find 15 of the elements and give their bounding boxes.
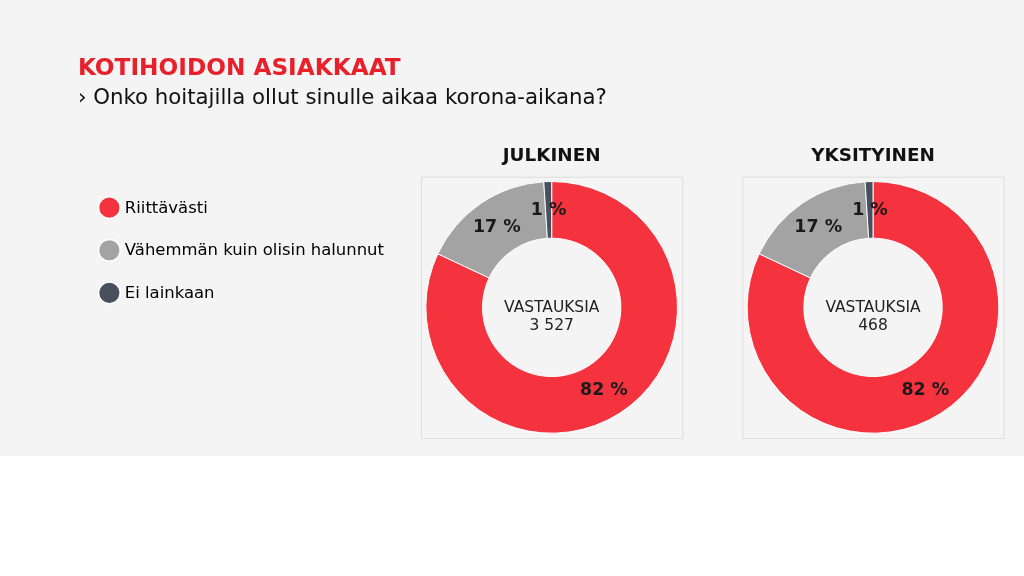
donut-slice	[425, 181, 678, 434]
legend-label: Ei lainkaan	[124, 282, 215, 302]
data-label: 82 %	[580, 378, 628, 399]
data-label: 17 %	[473, 215, 521, 236]
data-label: 17 %	[794, 215, 843, 236]
text: VASTAUKSIA 468	[825, 298, 922, 334]
donut-slice	[746, 181, 1000, 434]
text: YKSITYINEN	[810, 144, 935, 166]
text: VASTAUKSIA 3 527	[504, 298, 600, 334]
legend-label: Riittävästi	[124, 197, 208, 217]
chart-title: KOTIHOIDON ASIAKKAAT	[77, 52, 401, 80]
chart-subtitle: › Onko hoitajilla ollut sinulle aikaa korona-aikana?	[77, 83, 607, 109]
legend-label: Vähemmän kuin olisin halunnut	[124, 240, 385, 260]
data-label: 82 %	[901, 378, 950, 399]
text: JULKINEN	[500, 144, 601, 166]
